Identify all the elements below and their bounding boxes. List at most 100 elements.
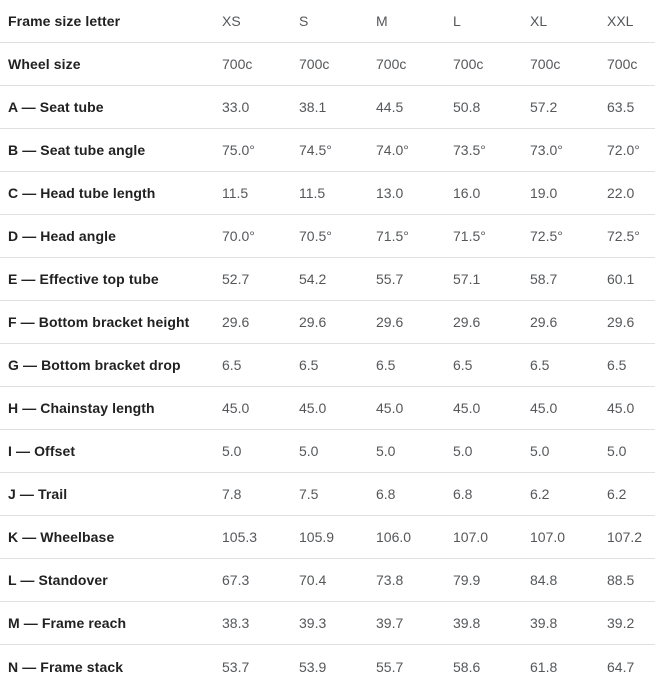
- column-header-m: M: [376, 13, 388, 29]
- table-row: G — Bottom bracket drop 6.5 6.5 6.5 6.5 …: [0, 344, 655, 387]
- cell-value: 6.2: [607, 486, 627, 502]
- cell-value: 6.8: [453, 486, 473, 502]
- cell-value: 6.5: [530, 357, 550, 373]
- row-label: K — Wheelbase: [8, 529, 115, 545]
- table-row: I — Offset 5.0 5.0 5.0 5.0 5.0 5.0: [0, 430, 655, 473]
- row-label: C — Head tube length: [8, 185, 156, 201]
- cell-value: 39.8: [453, 615, 481, 631]
- cell-value: 73.5°: [453, 142, 486, 158]
- row-label: M — Frame reach: [8, 615, 127, 631]
- table-row: D — Head angle 70.0° 70.5° 71.5° 71.5° 7…: [0, 215, 655, 258]
- row-label: D — Head angle: [8, 228, 116, 244]
- row-label: B — Seat tube angle: [8, 142, 146, 158]
- cell-value: 5.0: [607, 443, 627, 459]
- cell-value: 29.6: [607, 314, 635, 330]
- cell-value: 7.8: [222, 486, 242, 502]
- cell-value: 107.0: [453, 529, 489, 545]
- table-header-row: Frame size letter XS S M L XL XXL: [0, 0, 655, 43]
- cell-value: 6.2: [530, 486, 550, 502]
- column-header-xxl: XXL: [607, 13, 634, 29]
- cell-value: 60.1: [607, 271, 635, 287]
- cell-value: 700c: [299, 56, 330, 72]
- cell-value: 700c: [376, 56, 407, 72]
- row-label: Wheel size: [8, 56, 81, 72]
- table-row: C — Head tube length 11.5 11.5 13.0 16.0…: [0, 172, 655, 215]
- cell-value: 45.0: [453, 400, 481, 416]
- cell-value: 13.0: [376, 185, 404, 201]
- cell-value: 11.5: [299, 185, 326, 201]
- cell-value: 74.5°: [299, 142, 332, 158]
- cell-value: 7.5: [299, 486, 319, 502]
- table-row: F — Bottom bracket height 29.6 29.6 29.6…: [0, 301, 655, 344]
- table-row: H — Chainstay length 45.0 45.0 45.0 45.0…: [0, 387, 655, 430]
- cell-value: 29.6: [530, 314, 558, 330]
- cell-value: 64.7: [607, 658, 635, 675]
- cell-value: 53.9: [299, 658, 327, 675]
- cell-value: 29.6: [299, 314, 327, 330]
- table-row: K — Wheelbase 105.3 105.9 106.0 107.0 10…: [0, 516, 655, 559]
- cell-value: 700c: [453, 56, 484, 72]
- cell-value: 57.1: [453, 271, 481, 287]
- cell-value: 58.7: [530, 271, 558, 287]
- cell-value: 79.9: [453, 572, 481, 588]
- cell-value: 33.0: [222, 99, 250, 115]
- cell-value: 29.6: [453, 314, 481, 330]
- cell-value: 700c: [607, 56, 638, 72]
- row-label: E — Effective top tube: [8, 271, 159, 287]
- row-label: N — Frame stack: [8, 658, 124, 675]
- cell-value: 88.5: [607, 572, 635, 588]
- table-row: A — Seat tube 33.0 38.1 44.5 50.8 57.2 6…: [0, 86, 655, 129]
- table-row: J — Trail 7.8 7.5 6.8 6.8 6.2 6.2: [0, 473, 655, 516]
- table-row: B — Seat tube angle 75.0° 74.5° 74.0° 73…: [0, 129, 655, 172]
- cell-value: 29.6: [222, 314, 250, 330]
- cell-value: 700c: [530, 56, 561, 72]
- cell-value: 5.0: [376, 443, 396, 459]
- cell-value: 105.9: [299, 529, 335, 545]
- cell-value: 75.0°: [222, 142, 255, 158]
- cell-value: 53.7: [222, 658, 250, 675]
- cell-value: 6.5: [453, 357, 473, 373]
- cell-value: 6.5: [299, 357, 319, 373]
- table-row: L — Standover 67.3 70.4 73.8 79.9 84.8 8…: [0, 559, 655, 602]
- cell-value: 52.7: [222, 271, 250, 287]
- cell-value: 107.0: [530, 529, 566, 545]
- cell-value: 45.0: [222, 400, 250, 416]
- cell-value: 29.6: [376, 314, 404, 330]
- cell-value: 700c: [222, 56, 253, 72]
- row-label: G — Bottom bracket drop: [8, 357, 181, 373]
- cell-value: 6.5: [376, 357, 396, 373]
- cell-value: 73.8: [376, 572, 404, 588]
- column-header-xl: XL: [530, 13, 548, 29]
- cell-value: 39.8: [530, 615, 558, 631]
- column-header-l: L: [453, 13, 461, 29]
- cell-value: 5.0: [222, 443, 242, 459]
- cell-value: 74.0°: [376, 142, 409, 158]
- row-label: F — Bottom bracket height: [8, 314, 190, 330]
- cell-value: 54.2: [299, 271, 327, 287]
- cell-value: 61.8: [530, 658, 558, 675]
- cell-value: 45.0: [530, 400, 558, 416]
- cell-value: 19.0: [530, 185, 558, 201]
- cell-value: 45.0: [376, 400, 404, 416]
- cell-value: 70.4: [299, 572, 327, 588]
- cell-value: 50.8: [453, 99, 481, 115]
- cell-value: 38.3: [222, 615, 250, 631]
- column-header-s: S: [299, 13, 309, 29]
- cell-value: 44.5: [376, 99, 404, 115]
- cell-value: 70.5°: [299, 228, 332, 244]
- cell-value: 63.5: [607, 99, 635, 115]
- cell-value: 16.0: [453, 185, 481, 201]
- cell-value: 6.5: [607, 357, 627, 373]
- table-row: M — Frame reach 38.3 39.3 39.7 39.8 39.8…: [0, 602, 655, 645]
- cell-value: 38.1: [299, 99, 327, 115]
- cell-value: 107.2: [607, 529, 643, 545]
- cell-value: 45.0: [607, 400, 635, 416]
- column-header-xs: XS: [222, 13, 241, 29]
- cell-value: 5.0: [299, 443, 319, 459]
- cell-value: 71.5°: [376, 228, 409, 244]
- row-label: J — Trail: [8, 486, 68, 502]
- cell-value: 39.3: [299, 615, 327, 631]
- table-row: N — Frame stack 53.7 53.9 55.7 58.6 61.8…: [0, 645, 655, 688]
- cell-value: 45.0: [299, 400, 327, 416]
